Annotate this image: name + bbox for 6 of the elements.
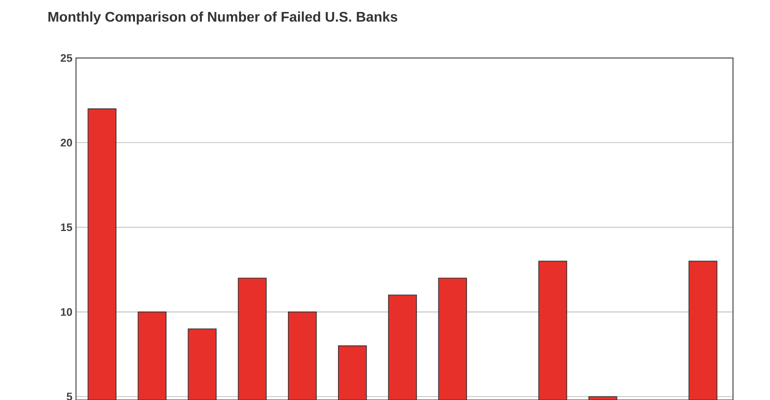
y-tick-label: 5 — [66, 392, 72, 400]
chart-title: Monthly Comparison of Number of Failed U.S. Banks — [48, 11, 398, 24]
y-tick-label: 20 — [60, 138, 72, 147]
y-tick-label: 15 — [60, 223, 72, 232]
y-tick-label: 25 — [60, 54, 72, 62]
y-tick-label: 10 — [60, 308, 72, 316]
